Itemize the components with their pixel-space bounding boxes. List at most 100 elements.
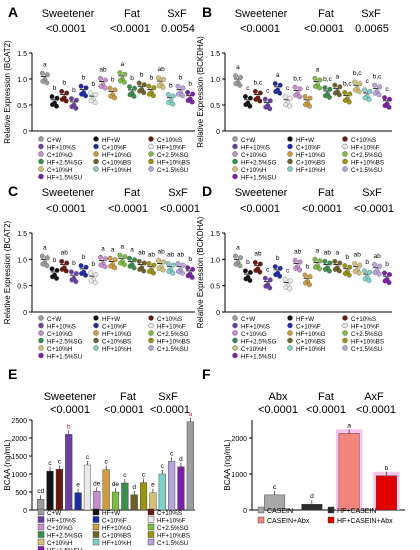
panel-a-data-point xyxy=(190,91,196,97)
panel-d-data-point xyxy=(247,278,253,283)
panel-a-data-point xyxy=(170,93,176,99)
panel-a-data-point xyxy=(141,82,147,88)
panel-a-sig-letter: b xyxy=(82,74,86,81)
panel-b-data-point xyxy=(307,95,313,101)
panel-d-data-point xyxy=(362,268,368,274)
legend-a-label: HF+10%S xyxy=(47,145,76,152)
panel-b-data-point xyxy=(272,81,278,87)
legend-a-label: C+10%H xyxy=(47,167,73,174)
legend-d-swatch xyxy=(232,345,238,351)
legend-c-label: HF+1.5%SU xyxy=(47,354,83,361)
legend-e-swatch xyxy=(147,531,155,538)
panel-c-sig-letter: ab xyxy=(148,252,156,259)
legend-d-swatch xyxy=(287,315,293,321)
panel-c-y-tick-label: 1.0 xyxy=(17,257,27,264)
legend-f-label: CASEIN+Abx xyxy=(267,518,310,525)
panel-a-data-point xyxy=(170,101,176,107)
panel-e-y-tick-label: 2500 xyxy=(11,418,27,425)
panel-c-data-point xyxy=(170,270,176,276)
panel-b-sig-letter: b,c xyxy=(323,76,332,83)
panel-d-data-point xyxy=(382,270,387,276)
legend-b-swatch xyxy=(342,166,348,172)
panel-a-sig-letter: a xyxy=(121,61,125,68)
legend-c-label: C+10%S xyxy=(157,316,182,323)
panel-c-sig-letter: ab xyxy=(157,249,165,256)
legend-c-swatch xyxy=(93,315,99,321)
panel-c-data-point xyxy=(112,257,118,263)
legend-a-swatch xyxy=(93,136,99,142)
legend-c-label: C+W xyxy=(47,316,61,323)
panel-a-data-point xyxy=(49,94,55,100)
panel-c-header-fat: Fat xyxy=(124,187,140,199)
legend-b-swatch xyxy=(232,158,238,165)
panel-c-data-point xyxy=(44,263,50,269)
panel-b-sig-letter: c xyxy=(366,78,370,85)
panel-d-data-point xyxy=(377,263,383,269)
legend-e-label: HF+1.5%SU xyxy=(47,548,83,550)
legend-b-label: HF+10%H xyxy=(296,167,326,174)
legend-d-label: C+2.5%SG xyxy=(351,331,383,338)
panel-d-sig-letter: ab xyxy=(354,252,362,259)
panel-a-data-point xyxy=(175,83,181,89)
panel-d-data-point xyxy=(346,272,352,278)
panel-b-pval-fat: <0.0001 xyxy=(304,23,344,35)
legend-d-swatch xyxy=(232,337,238,344)
panel-d-sig-letter: c xyxy=(266,266,270,273)
panel-b-sig-letter: c xyxy=(385,86,389,93)
panel-label-c: C xyxy=(8,183,18,199)
panel-f-y-tick-label: 2000 xyxy=(231,436,247,443)
panel-c-y-tick-label: 0 xyxy=(23,310,27,317)
legend-d-label: C+10%S xyxy=(351,316,376,323)
panel-a-data-point xyxy=(150,93,156,99)
legend-c-label: HF+10%H xyxy=(102,346,132,353)
legend-b-label: HF+2.5%SG xyxy=(241,160,277,167)
legend-d-swatch xyxy=(342,315,348,321)
panel-b-data-point xyxy=(387,96,392,102)
panel-e-pval-fat: <0.0001 xyxy=(104,404,144,416)
legend-b-label: HF+10%BS xyxy=(351,160,384,167)
panel-b-sig-letter: b,c xyxy=(353,70,362,77)
panel-a-data-point xyxy=(132,85,137,91)
legend-c-swatch xyxy=(93,322,99,329)
panel-f-y-axis-label: BCAA (ng/mL) xyxy=(223,439,232,490)
legend-c-swatch xyxy=(93,330,99,336)
panel-b-data-point xyxy=(277,82,283,88)
panel-d-data-point xyxy=(317,266,322,272)
legend-d-swatch xyxy=(232,352,238,359)
panel-b-sig-letter: c xyxy=(266,87,270,94)
panel-e-header-sxf: SxF xyxy=(158,391,178,403)
panel-a-data-point xyxy=(39,70,45,76)
panel-d-data-point xyxy=(322,258,328,264)
legend-b-label: HF+10%S xyxy=(241,145,270,152)
panel-a-sig-letter: b xyxy=(72,87,76,94)
panel-d-pval-sweetener: <0.0001 xyxy=(240,203,280,215)
legend-c-swatch xyxy=(148,322,154,329)
panel-a-data-point xyxy=(165,92,171,97)
legend-d-label: C+10%BS xyxy=(296,339,325,346)
panel-e-bar xyxy=(139,482,148,511)
panel-c-data-point xyxy=(102,264,108,270)
legend-c-swatch xyxy=(38,322,44,329)
legend-d-swatch xyxy=(232,322,238,329)
panel-d-sig-letter: ab xyxy=(324,250,332,257)
panel-a-sig-letter: b xyxy=(150,74,154,81)
panel-e-bar xyxy=(65,434,73,511)
panel-a-data-point xyxy=(59,88,65,94)
panel-b-data-point xyxy=(337,84,343,90)
panel-d-data-point xyxy=(292,257,298,263)
panel-a-data-point xyxy=(92,100,98,106)
panel-c-data-point xyxy=(78,263,84,269)
legend-d-swatch xyxy=(287,322,293,329)
panel-a-sig-letter: b xyxy=(62,80,66,87)
panel-b-data-point xyxy=(257,90,263,96)
panel-d-sig-letter: b xyxy=(385,261,389,268)
legend-b-swatch xyxy=(232,173,238,180)
legend-d-label: C+10%H xyxy=(241,346,267,353)
panel-a-data-point xyxy=(107,85,113,91)
panel-c-pval-fat: <0.0001 xyxy=(108,203,148,215)
panel-a-pval-sweetener: <0.0001 xyxy=(46,23,86,35)
panel-e-sig-letter: c xyxy=(142,472,146,479)
panel-e-sig-letter: de xyxy=(112,481,120,488)
panel-d-data-point xyxy=(366,278,372,283)
legend-e-label: C+10%F xyxy=(102,518,127,525)
